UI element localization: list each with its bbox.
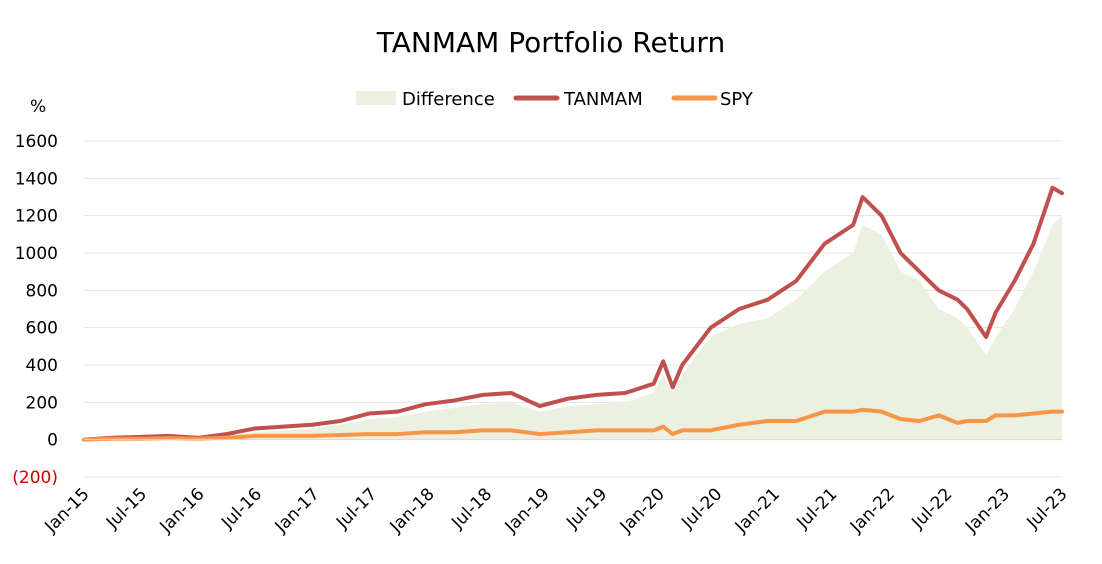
series-tanmam-line — [82, 185, 1064, 442]
legend-label-spy: SPY — [720, 89, 754, 110]
x-tick-label: Jan-16 — [156, 484, 209, 537]
y-tick-label: 600 — [26, 319, 58, 339]
y-tick-label: 1200 — [15, 207, 58, 227]
y-tick-label: 1400 — [15, 169, 58, 189]
x-tick-label: Jul-22 — [907, 484, 956, 533]
legend-label-tanmam: TANMAM — [563, 89, 643, 110]
plot-area — [82, 185, 1064, 442]
x-tick-label: Jul-17 — [332, 484, 381, 533]
chart-title: TANMAM Portfolio Return — [376, 26, 725, 59]
legend-swatch-difference — [356, 91, 396, 105]
y-tick-label: 0 — [47, 431, 58, 451]
x-tick-label: Jan-17 — [271, 484, 324, 537]
x-tick-label: Jul-18 — [447, 484, 496, 533]
x-tick-label: Jul-20 — [677, 484, 726, 533]
x-tick-label: Jan-19 — [501, 484, 554, 537]
series-spy-line — [82, 407, 1064, 442]
x-tick-label: Jan-21 — [731, 484, 784, 537]
x-tick-label: Jul-16 — [217, 484, 266, 533]
x-tick-label: Jan-20 — [616, 484, 669, 537]
legend-item-tanmam: TANMAM — [513, 89, 643, 110]
y-tick-label: 400 — [26, 356, 58, 376]
x-tick-label: Jan-18 — [386, 484, 439, 537]
y-tick-label: 800 — [26, 281, 58, 301]
y-axis-unit-label: % — [30, 97, 46, 117]
legend-item-difference: Difference — [356, 89, 495, 110]
x-tick-label: Jul-15 — [102, 484, 151, 533]
legend-label-difference: Difference — [402, 89, 495, 110]
y-tick-label: (200) — [12, 468, 58, 488]
legend-item-spy: SPY — [671, 89, 754, 110]
legend: Difference TANMAM SPY — [356, 89, 754, 110]
x-tick-label: Jan-22 — [846, 484, 899, 537]
series-difference-area — [84, 215, 1062, 440]
y-axis: 1600 1400 1200 1000 800 600 400 200 0 (200) — [12, 132, 58, 488]
x-tick-label: Jul-23 — [1023, 484, 1072, 533]
y-tick-label: 1600 — [15, 132, 58, 152]
x-axis: Jan-15 Jul-15 Jan-16 Jul-16 Jan-17 Jul-17 Jan-… — [41, 439, 1072, 537]
y-tick-label: 200 — [26, 393, 58, 413]
x-tick-label: Jan-15 — [41, 484, 94, 537]
x-tick-label: Jul-19 — [562, 484, 611, 533]
y-tick-label: 1000 — [15, 244, 58, 264]
x-tick-label: Jan-23 — [961, 484, 1014, 537]
x-tick-label: Jul-21 — [792, 484, 841, 533]
